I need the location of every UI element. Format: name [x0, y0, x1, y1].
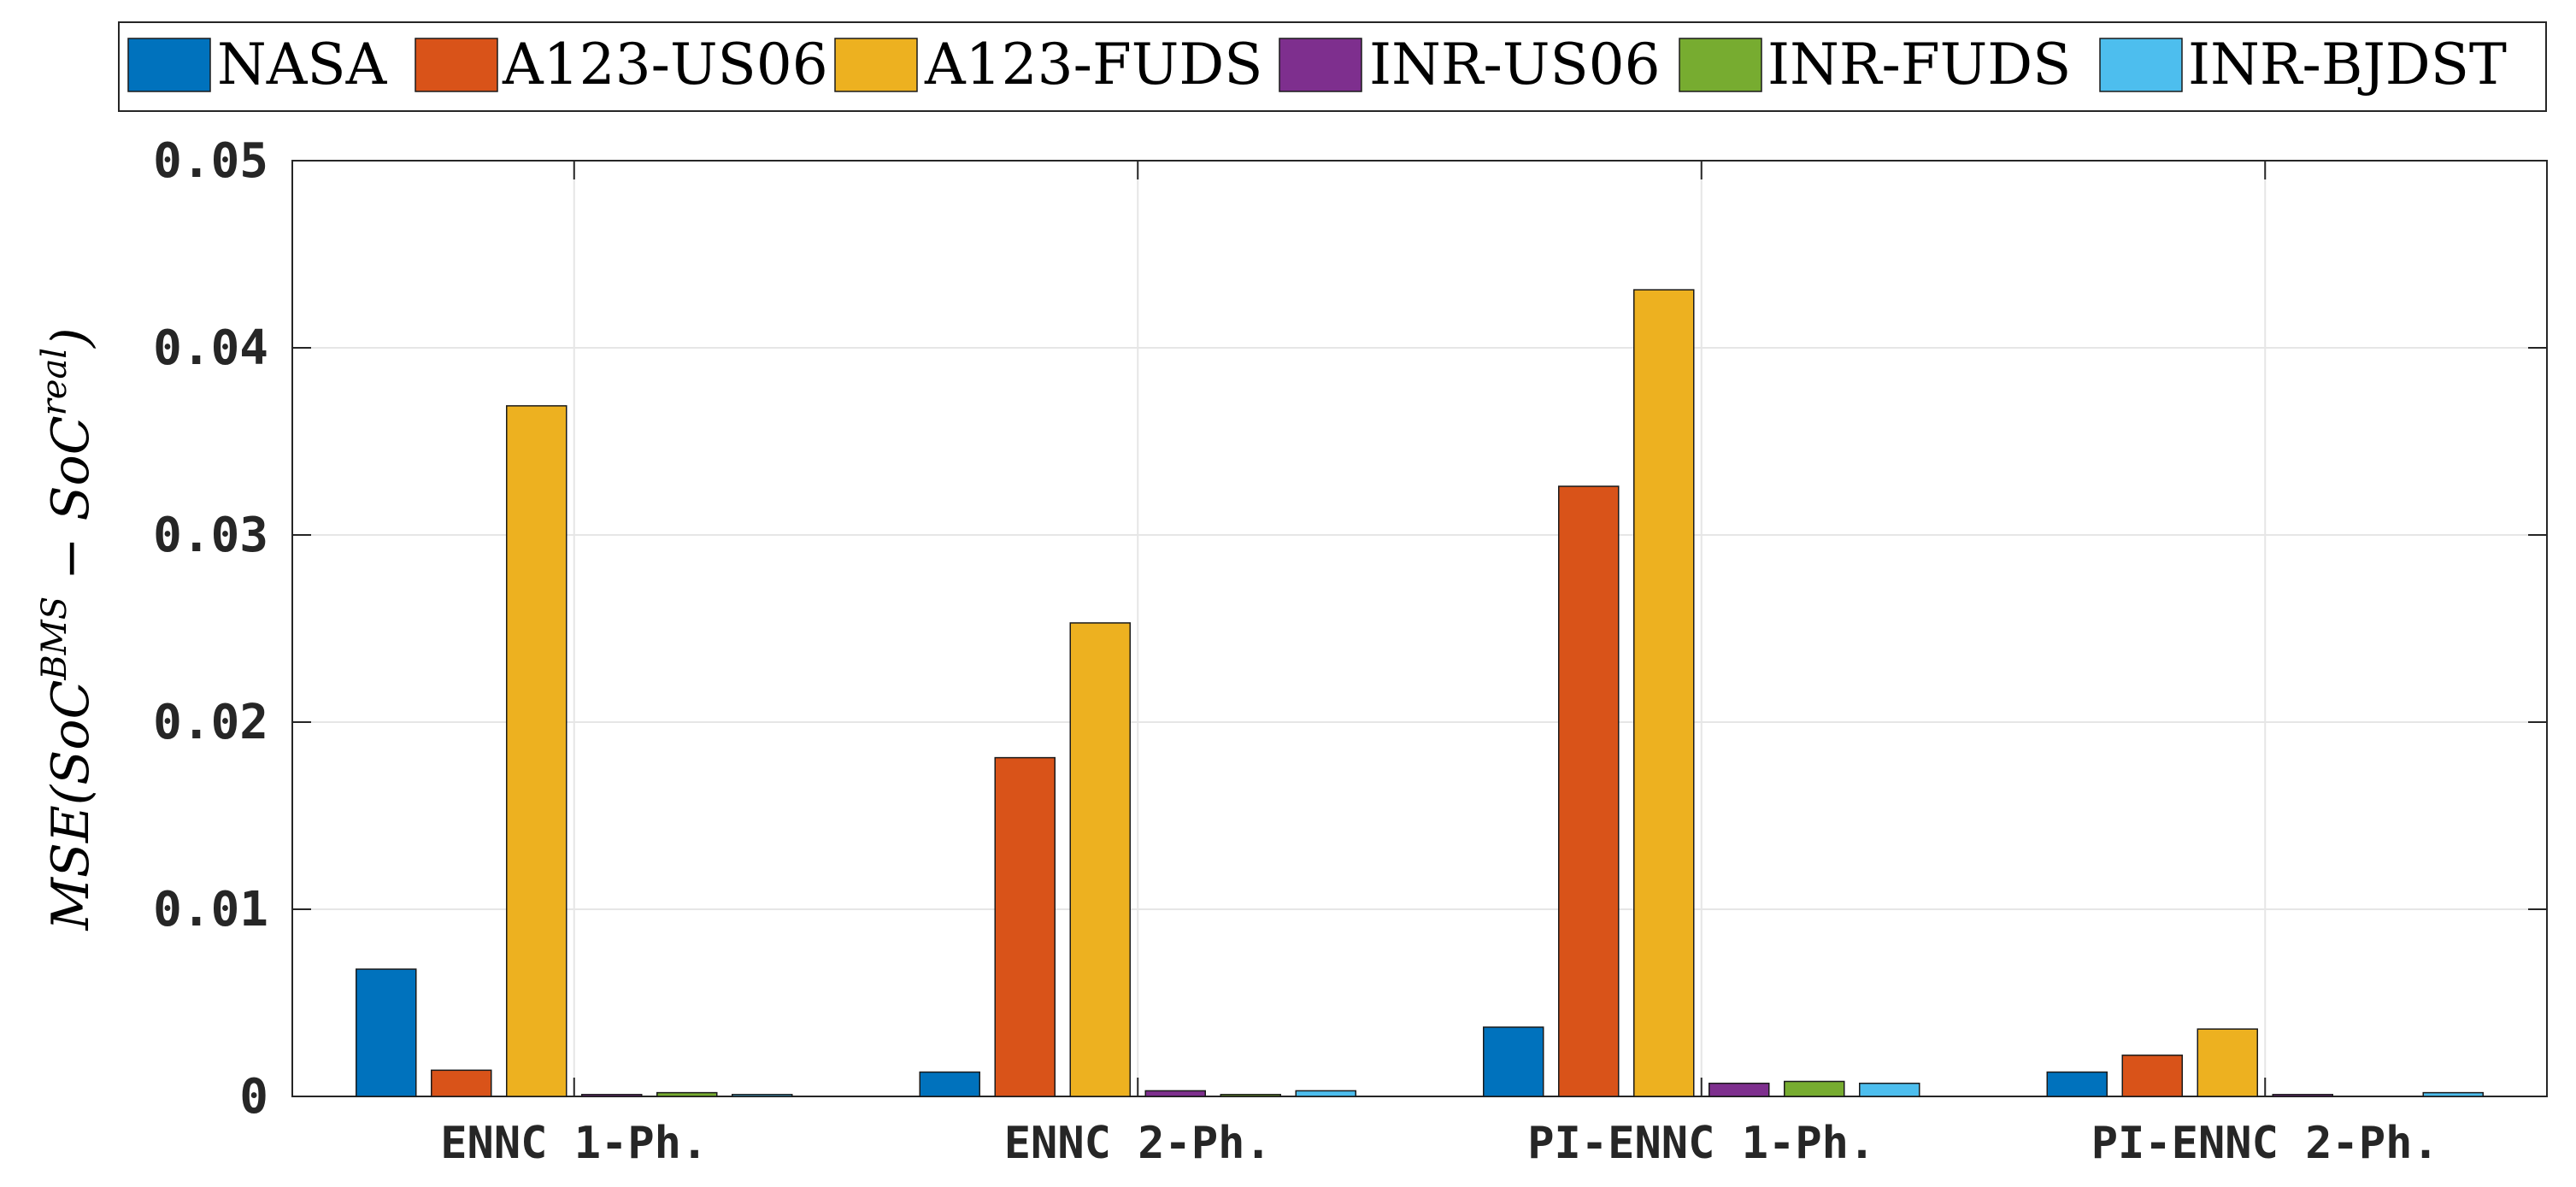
y-tick-label: 0.05: [153, 133, 268, 189]
legend: NASA A123-US06 A123-FUDS INR-US06 INR-FUDS IN…: [118, 21, 2547, 112]
bar-inr-fuds-2: [1220, 1094, 1281, 1097]
legend-label-inr-us06: INR-US06: [1369, 32, 1661, 97]
bar-a123-us06-3: [1558, 485, 1620, 1097]
legend-label-a123-fuds: A123-FUDS: [924, 32, 1262, 97]
x-axis-categories: ENNC 1-Ph. ENNC 2-Ph. PI-ENNC 1-Ph. PI-ENNC…: [440, 161, 2439, 1169]
x-category-label: PI-ENNC 2-Ph.: [2091, 1118, 2439, 1169]
x-category-label: PI-ENNC 1-Ph.: [1527, 1118, 1875, 1169]
y-tick-label: 0.02: [153, 695, 268, 750]
bar-inr-us06-1: [581, 1094, 643, 1097]
legend-swatch-inr-fuds: [1679, 38, 1762, 92]
y-tick-label: 0: [239, 1069, 268, 1125]
bar-inr-bjdst-3: [1859, 1082, 1920, 1097]
bars: [356, 289, 2484, 1097]
legend-swatch-a123-fuds: [834, 38, 918, 92]
x-category-label: ENNC 2-Ph.: [1004, 1118, 1272, 1169]
bar-a123-fuds-1: [506, 405, 568, 1097]
y-axis-ticks: 0 0.01 0.02 0.03 0.04 0.05: [153, 133, 2547, 1125]
bar-a123-fuds-2: [1069, 622, 1131, 1097]
legend-swatch-nasa: [127, 38, 211, 92]
bar-a123-fuds-3: [1633, 289, 1695, 1097]
legend-swatch-inr-bjdst: [2099, 38, 2183, 92]
bar-a123-us06-1: [431, 1069, 492, 1097]
legend-swatch-inr-us06: [1279, 38, 1362, 92]
y-tick-label: 0.01: [153, 882, 268, 937]
legend-label-inr-fuds: INR-FUDS: [1767, 32, 2071, 97]
bar-nasa-2: [919, 1071, 980, 1097]
gridlines: [292, 161, 2547, 1096]
bar-a123-us06-4: [2121, 1055, 2183, 1097]
y-axis-label: MSE(SoCBMS − SoCreal): [35, 327, 101, 931]
y-tick-label: 0.03: [153, 508, 268, 563]
x-category-label: ENNC 1-Ph.: [440, 1118, 708, 1169]
bar-inr-us06-4: [2272, 1094, 2333, 1097]
y-tick-label: 0.04: [153, 320, 268, 376]
bar-nasa-1: [356, 968, 417, 1097]
bar-a123-fuds-4: [2197, 1028, 2258, 1097]
bar-nasa-3: [1483, 1026, 1544, 1097]
bar-inr-bjdst-1: [732, 1094, 793, 1097]
bar-inr-us06-2: [1144, 1090, 1206, 1097]
bar-inr-fuds-1: [656, 1091, 718, 1097]
bar-inr-us06-3: [1709, 1082, 1770, 1097]
bar-nasa-4: [2046, 1071, 2108, 1097]
legend-label-a123-us06: A123-US06: [502, 32, 828, 97]
bar-inr-fuds-3: [1784, 1080, 1845, 1097]
bar-inr-bjdst-2: [1295, 1090, 1356, 1097]
legend-swatch-a123-us06: [415, 38, 498, 92]
bar-inr-bjdst-4: [2422, 1091, 2484, 1097]
plot-frame: [291, 160, 2548, 1097]
bar-a123-us06-2: [994, 756, 1056, 1097]
legend-label-inr-bjdst: INR-BJDST: [2188, 32, 2507, 97]
legend-label-nasa: NASA: [217, 32, 388, 97]
